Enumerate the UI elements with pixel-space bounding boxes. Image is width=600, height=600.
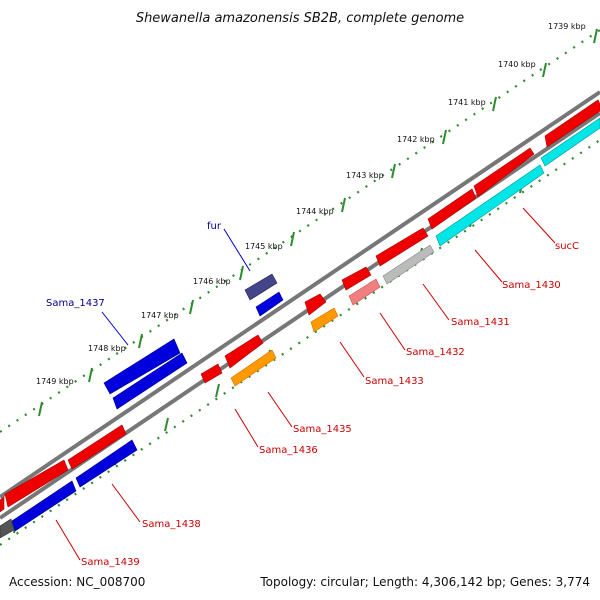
gene-grey[interactable] xyxy=(382,244,435,285)
gene-features xyxy=(0,99,600,539)
gene-label-sama-1430[interactable]: Sama_1430 xyxy=(502,280,561,291)
gene-label-sama-1435[interactable]: Sama_1435 xyxy=(293,424,352,435)
gene-blue-lower[interactable] xyxy=(112,352,188,410)
gene-red-upper-7[interactable] xyxy=(224,334,264,369)
map-title: Shewanella amazonensis SB2B, complete ge… xyxy=(136,11,464,26)
tick-label-1745: 1745 kbp xyxy=(245,242,283,251)
gene-blue-bottom-2[interactable] xyxy=(11,480,77,532)
gene-red-lower-1[interactable] xyxy=(67,424,127,470)
gene-label-fur[interactable]: fur xyxy=(207,221,222,232)
gene-label-sama-1437[interactable]: Sama_1437 xyxy=(46,298,105,309)
tick-label-1740: 1740 kbp xyxy=(498,60,536,69)
genome-stats-text: Topology: circular; Length: 4,306,142 bp… xyxy=(259,575,590,589)
gene-red-upper-1[interactable] xyxy=(544,99,600,148)
tick-label-1743: 1743 kbp xyxy=(346,171,384,180)
lower-dotted-track xyxy=(0,139,600,546)
gene-orange-2[interactable] xyxy=(230,349,277,387)
tick-label-1741: 1741 kbp xyxy=(448,98,486,107)
gene-label-sama-1431[interactable]: Sama_1431 xyxy=(451,317,510,328)
tick-label-1744: 1744 kbp xyxy=(296,207,334,216)
callout-lines xyxy=(55,207,556,561)
gene-label-sama-1433[interactable]: Sama_1433 xyxy=(365,376,424,387)
gene-red-upper-8[interactable] xyxy=(200,363,223,384)
gene-orange-1[interactable] xyxy=(310,307,339,333)
gene-label-succ[interactable]: sucC xyxy=(555,241,579,252)
gene-navy-fur[interactable] xyxy=(244,273,278,301)
gene-cyan-1[interactable] xyxy=(540,117,600,167)
tick-label-1746: 1746 kbp xyxy=(193,277,231,286)
gene-red-edge[interactable] xyxy=(0,496,5,513)
accession-text: Accession: NC_008700 xyxy=(9,575,145,589)
gene-cyan-2[interactable] xyxy=(435,164,545,247)
gene-label-sama-1439[interactable]: Sama_1439 xyxy=(81,557,140,568)
tick-label-1748: 1748 kbp xyxy=(88,344,126,353)
gene-red-upper-6[interactable] xyxy=(304,293,327,316)
gene-red-upper-2[interactable] xyxy=(473,147,535,198)
tick-label-1742: 1742 kbp xyxy=(397,135,435,144)
gene-red-upper-4[interactable] xyxy=(375,227,429,267)
genome-backbone-outer xyxy=(0,90,600,499)
gene-blue-upper[interactable] xyxy=(103,338,181,395)
gene-blue-small[interactable] xyxy=(255,291,284,317)
upper-dotted-track xyxy=(0,29,600,433)
gene-red-upper-3[interactable] xyxy=(427,188,477,230)
gene-red-upper-5[interactable] xyxy=(341,266,372,291)
gene-blue-bottom-1[interactable] xyxy=(75,439,138,488)
gene-label-sama-1432[interactable]: Sama_1432 xyxy=(406,347,465,358)
gene-label-sama-1436[interactable]: Sama_1436 xyxy=(259,445,318,456)
tick-label-1739: 1739 kbp xyxy=(548,22,586,31)
tick-label-1749: 1749 kbp xyxy=(36,377,74,386)
gene-label-sama-1438[interactable]: Sama_1438 xyxy=(142,519,201,530)
tick-label-1747: 1747 kbp xyxy=(141,311,179,320)
gene-red-lower-2[interactable] xyxy=(4,459,69,508)
upper-major-ticks xyxy=(38,28,598,417)
gene-pink[interactable] xyxy=(348,278,381,306)
gene-grey-bottom-edge[interactable] xyxy=(0,518,15,539)
